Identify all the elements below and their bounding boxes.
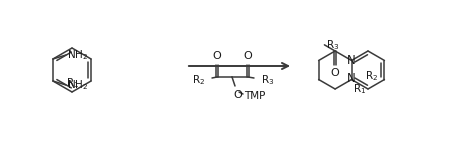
Text: N: N (347, 72, 356, 85)
Text: R$_2$: R$_2$ (365, 70, 378, 83)
Text: R$_1$: R$_1$ (353, 82, 366, 96)
Text: R$_1$: R$_1$ (66, 77, 80, 90)
Text: O: O (331, 68, 339, 78)
Text: TMP: TMP (244, 91, 265, 101)
Text: O: O (244, 51, 252, 61)
Text: O: O (233, 90, 242, 100)
Text: NH$_2$: NH$_2$ (67, 78, 88, 92)
Text: NH$_2$: NH$_2$ (67, 48, 88, 62)
Text: R$_3$: R$_3$ (261, 73, 274, 87)
Text: R$_2$: R$_2$ (192, 73, 205, 87)
Text: R$_3$: R$_3$ (327, 38, 340, 52)
Text: O: O (213, 51, 221, 61)
Text: N: N (347, 54, 356, 67)
